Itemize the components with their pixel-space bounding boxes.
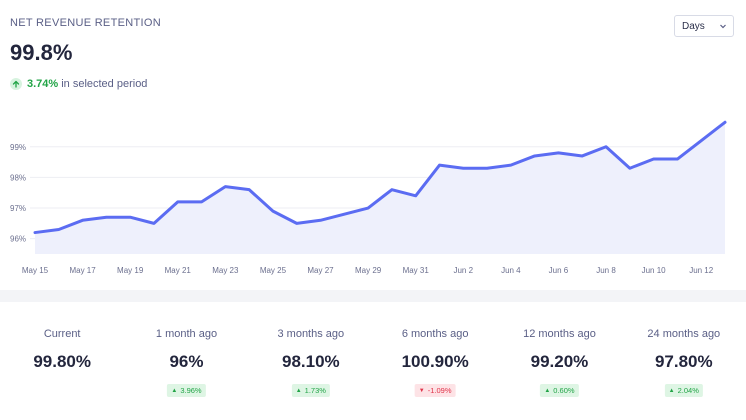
series-line bbox=[33, 120, 727, 235]
y-tick-label: 97% bbox=[10, 204, 26, 213]
stat-label: 6 months ago bbox=[401, 328, 469, 340]
y-tick-label: 98% bbox=[10, 173, 26, 182]
x-tick-label: May 27 bbox=[307, 266, 334, 275]
change-badge-value: -1.09% bbox=[427, 386, 452, 395]
stat-label: 12 months ago bbox=[523, 328, 596, 340]
metric-title: NET REVENUE RETENTION bbox=[10, 17, 161, 29]
metric-value: 99.8% bbox=[10, 40, 73, 65]
x-tick-label: May 23 bbox=[212, 266, 239, 275]
triangle-down-icon: ▼ bbox=[418, 387, 425, 394]
y-tick-label: 99% bbox=[10, 143, 26, 152]
stat-label: Current bbox=[43, 328, 81, 340]
stat-column: 12 months ago 99.20% ▲ 0.60% bbox=[497, 302, 621, 420]
triangle-up-icon: ▲ bbox=[171, 387, 178, 394]
stat-value: 99.80% bbox=[33, 352, 91, 371]
x-tick-label: May 29 bbox=[355, 266, 382, 275]
stat-label: 24 months ago bbox=[647, 328, 721, 340]
x-tick-label: Jun 6 bbox=[549, 266, 569, 275]
stat-label: 3 months ago bbox=[277, 328, 345, 340]
stat-column: 3 months ago 98.10% ▲ 1.73% bbox=[249, 302, 373, 420]
y-tick-label: 96% bbox=[10, 235, 26, 244]
change-caption: in selected period bbox=[61, 78, 148, 90]
period-select[interactable]: Days bbox=[674, 15, 734, 37]
triangle-up-icon: ▲ bbox=[544, 387, 551, 394]
metric-card: NET REVENUE RETENTION 99.8% 3.74% in sel… bbox=[10, 15, 734, 275]
change-badge-value: 1.73% bbox=[304, 386, 326, 395]
stat-value: 99.20% bbox=[530, 352, 589, 371]
arrow-up-icon bbox=[10, 78, 22, 90]
x-tick-label: May 15 bbox=[22, 266, 49, 275]
stat-value: 96% bbox=[169, 352, 204, 371]
x-tick-label: Jun 12 bbox=[689, 266, 714, 275]
change-badge: ▲ 0.60% bbox=[540, 384, 579, 397]
change-badge-value: 0.60% bbox=[553, 386, 575, 395]
triangle-up-icon: ▲ bbox=[668, 387, 675, 394]
x-tick-label: May 21 bbox=[165, 266, 192, 275]
stat-value: 100.90% bbox=[401, 352, 469, 371]
change-percent: 3.74% bbox=[27, 78, 59, 90]
stat-column: 1 month ago 96% ▲ 3.96% bbox=[124, 302, 248, 420]
x-tick-label: Jun 8 bbox=[596, 266, 616, 275]
area-fill bbox=[35, 122, 725, 255]
change-badge: ▼ -1.09% bbox=[414, 384, 456, 397]
change-badge-value: 2.04% bbox=[677, 386, 699, 395]
retention-chart: 96% 97% 98% 99% May 15 May 17 May 19 May 21 May … bbox=[10, 120, 727, 275]
x-tick-label: May 19 bbox=[117, 266, 144, 275]
stat-column: Current 99.80% bbox=[0, 302, 124, 420]
stat-label: 1 month ago bbox=[155, 328, 218, 340]
stat-value: 97.80% bbox=[654, 352, 713, 371]
change-badge: ▲ 1.73% bbox=[291, 384, 330, 397]
x-tick-label: Jun 4 bbox=[501, 266, 521, 275]
section-divider bbox=[0, 290, 746, 302]
stat-column: 6 months ago 100.90% ▼ -1.09% bbox=[373, 302, 497, 420]
x-tick-label: Jun 2 bbox=[453, 266, 473, 275]
x-tick-label: May 25 bbox=[260, 266, 287, 275]
period-change: 3.74% in selected period bbox=[10, 78, 147, 90]
change-badge-value: 3.96% bbox=[180, 386, 202, 395]
x-tick-label: May 17 bbox=[69, 266, 96, 275]
chevron-down-icon bbox=[720, 24, 726, 29]
stat-column: 24 months ago 97.80% ▲ 2.04% bbox=[622, 302, 746, 420]
x-tick-label: Jun 10 bbox=[642, 266, 667, 275]
x-tick-label: May 31 bbox=[403, 266, 430, 275]
period-select-value: Days bbox=[682, 20, 705, 32]
comparison-stats: Current 99.80% 1 month ago 96% ▲ 3.96% 3 month… bbox=[0, 302, 746, 420]
triangle-up-icon: ▲ bbox=[295, 387, 302, 394]
change-badge: ▲ 2.04% bbox=[664, 384, 703, 397]
change-badge: ▲ 3.96% bbox=[167, 384, 206, 397]
stat-value: 98.10% bbox=[281, 352, 340, 371]
